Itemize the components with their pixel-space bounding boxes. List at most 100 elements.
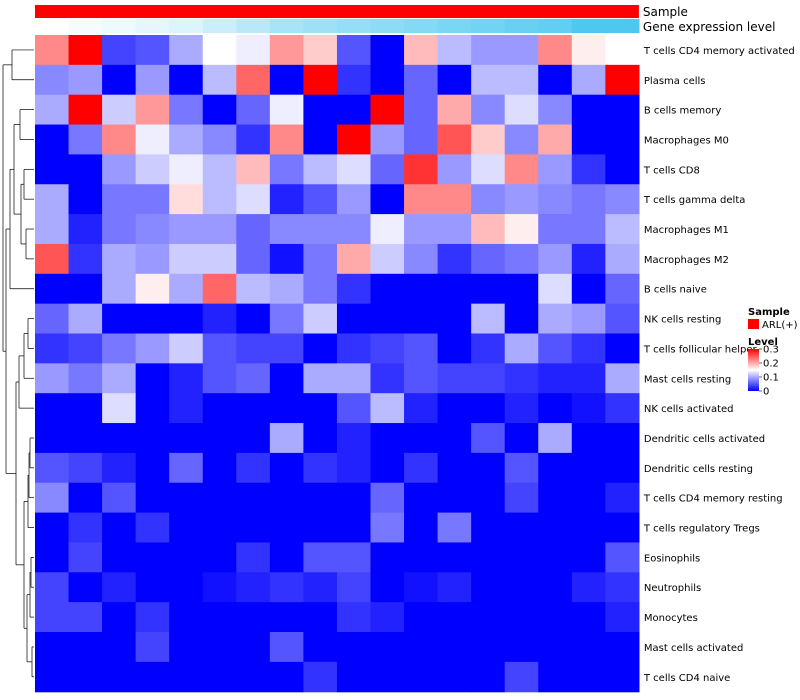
heatmap-cell (336, 512, 372, 544)
heatmap-cell (504, 243, 539, 275)
heatmap-cell (269, 393, 304, 424)
heatmap-cell (35, 542, 70, 573)
row-label: T cells gamma delta (643, 195, 745, 206)
heatmap-cell (605, 363, 640, 394)
heatmap-cell (571, 542, 606, 573)
heatmap-cell (135, 243, 170, 275)
heatmap-cell (370, 602, 405, 633)
heatmap-cell (135, 423, 170, 454)
heatmap-cell (236, 512, 271, 544)
heatmap-cell (68, 154, 103, 185)
heatmap-cell (471, 243, 506, 275)
heatmap-cell (68, 661, 103, 693)
heatmap-cell (504, 363, 539, 394)
legend-level-tick-label: 0 (763, 387, 769, 398)
heatmap-cell (102, 661, 137, 693)
heatmap-cell (538, 303, 573, 335)
heatmap-cell (169, 154, 204, 185)
heatmap-cell (504, 214, 539, 245)
heatmap-cell (404, 423, 439, 454)
heatmap-cell (68, 512, 103, 544)
heatmap-cell (605, 512, 640, 544)
heatmap-cell (102, 452, 137, 484)
heatmap-cell (571, 243, 606, 275)
heatmap-cell (35, 482, 70, 514)
heatmap-cell (102, 214, 137, 245)
heatmap-cell (68, 303, 103, 335)
heatmap-cell (437, 482, 472, 514)
heatmap-cell (336, 35, 372, 66)
heatmap-cell (102, 602, 137, 633)
heatmap-cell (437, 333, 472, 364)
heatmap-cell (437, 94, 472, 126)
heatmap-cell (370, 393, 405, 424)
heatmap-cell (336, 363, 372, 394)
heatmap-cell (169, 393, 204, 424)
heatmap-cell (135, 512, 170, 544)
heatmap-cell (336, 124, 372, 155)
heatmap-cell (538, 393, 573, 424)
heatmap-cell (35, 512, 70, 544)
heatmap-cell (303, 35, 338, 66)
heatmap-cell (471, 452, 506, 484)
heatmap-cell (236, 124, 271, 155)
heatmap-cell (68, 184, 103, 215)
heatmap-cell (471, 273, 506, 305)
heatmap-cell (102, 94, 137, 126)
heatmap-cell (303, 124, 338, 155)
heatmap-cell (370, 243, 405, 275)
heatmap-cell (102, 124, 137, 155)
heatmap-cell (538, 35, 573, 66)
heatmap-cell (102, 64, 137, 96)
heatmap-cell (404, 661, 439, 693)
heatmap-cell (336, 602, 372, 633)
heatmap-cell (35, 184, 70, 215)
heatmap-cell (571, 661, 606, 693)
gene-expression-annotation-cell (336, 19, 372, 33)
heatmap-cell (404, 243, 439, 275)
heatmap-cell (202, 363, 237, 394)
heatmap-cell (370, 154, 405, 185)
heatmap-cell (102, 482, 137, 514)
heatmap-cell (605, 214, 640, 245)
heatmap-cell (437, 452, 472, 484)
heatmap-cell (437, 632, 472, 663)
heatmap-cell (202, 482, 237, 514)
heatmap-cell (169, 512, 204, 544)
heatmap-cell (571, 452, 606, 484)
heatmap-cell (571, 154, 606, 185)
heatmap-cell (35, 154, 70, 185)
row-label: Eosinophils (644, 553, 700, 564)
heatmap-cell (336, 94, 372, 126)
heatmap-cell (269, 303, 304, 335)
heatmap-cell (202, 35, 237, 66)
row-label: Macrophages M0 (644, 135, 729, 146)
legend-level-tick-label: 0.2 (763, 359, 779, 370)
heatmap-cell (336, 273, 372, 305)
heatmap-cell (404, 154, 439, 185)
heatmap-cell (236, 154, 271, 185)
heatmap-cell (471, 124, 506, 155)
heatmap-cell (269, 512, 304, 544)
heatmap-cell (504, 64, 539, 96)
gene-expression-annotation-cell (269, 19, 304, 33)
heatmap-cell (102, 303, 137, 335)
heatmap-cell (35, 243, 70, 275)
heatmap-cell (336, 303, 372, 335)
heatmap-cell (269, 452, 304, 484)
heatmap-cell (303, 482, 338, 514)
heatmap-cell (336, 452, 372, 484)
heatmap-cell (169, 572, 204, 603)
heatmap-cell (504, 661, 539, 693)
heatmap-cell (169, 303, 204, 335)
heatmap-cell (605, 303, 640, 335)
heatmap-cell (269, 632, 304, 663)
heatmap-cell (236, 64, 271, 96)
heatmap-cell (35, 94, 70, 126)
heatmap-cell (135, 35, 170, 66)
heatmap-cell (538, 184, 573, 215)
row-label: Macrophages M2 (644, 255, 729, 266)
heatmap-cell (605, 124, 640, 155)
heatmap-cell (135, 661, 170, 693)
heatmap-cell (68, 452, 103, 484)
